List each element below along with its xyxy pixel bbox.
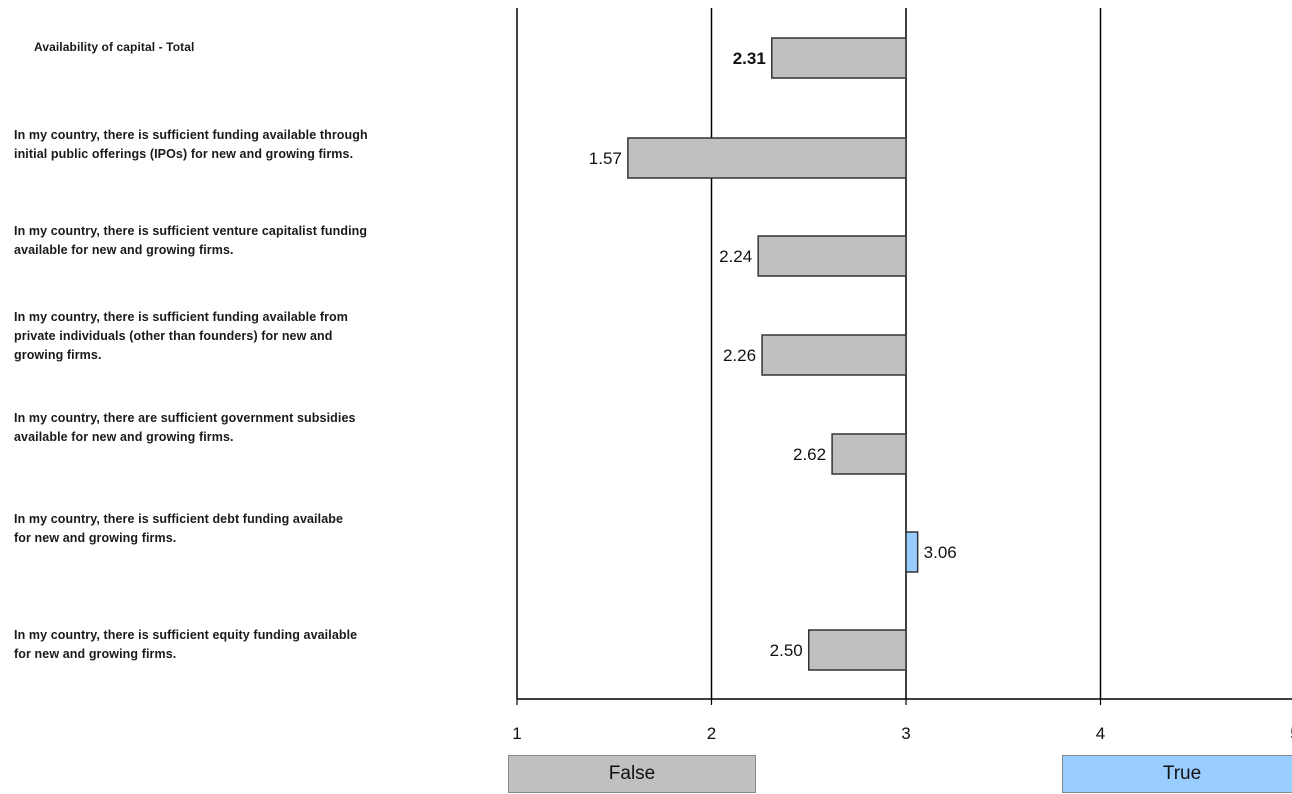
bar-2	[757, 235, 907, 277]
bar-5	[905, 531, 919, 573]
category-label-3: In my country, there is sufficient fundi…	[14, 310, 348, 362]
legend-true-label: True	[1162, 763, 1202, 784]
x-tick-label-2: 2	[707, 724, 716, 743]
bar-value-label-6: 2.50	[770, 641, 803, 660]
category-label-2: In my country, there is sufficient ventu…	[14, 224, 368, 257]
bar-value-label-0: 2.31	[733, 49, 766, 68]
bar-0	[771, 37, 907, 79]
category-label-6: In my country, there is sufficient equit…	[14, 628, 358, 661]
bar-value-label-2: 2.24	[719, 247, 752, 266]
bar-1	[627, 137, 907, 179]
legend-false-label: False	[608, 763, 656, 784]
category-label-5: In my country, there is sufficient debt …	[14, 512, 344, 545]
bar-value-label-4: 2.62	[793, 445, 826, 464]
bar-6	[808, 629, 907, 671]
x-tick-label-3: 3	[901, 724, 910, 743]
category-label-1: In my country, there is sufficient fundi…	[14, 128, 368, 161]
bar-3	[761, 334, 907, 376]
category-label-total: Availability of capital - Total	[34, 40, 195, 54]
category-label-4: In my country, there are sufficient gove…	[14, 411, 356, 444]
legend-true: True	[1062, 755, 1292, 793]
x-tick-label-1: 1	[512, 724, 521, 743]
legend-false: False	[508, 755, 756, 793]
bar-value-label-3: 2.26	[723, 346, 756, 365]
bar-value-label-5: 3.06	[924, 543, 957, 562]
x-tick-label-4: 4	[1096, 724, 1105, 743]
bar-4	[831, 433, 907, 475]
x-tick-label-5: 5	[1290, 724, 1292, 743]
bar-value-label-1: 1.57	[589, 149, 622, 168]
